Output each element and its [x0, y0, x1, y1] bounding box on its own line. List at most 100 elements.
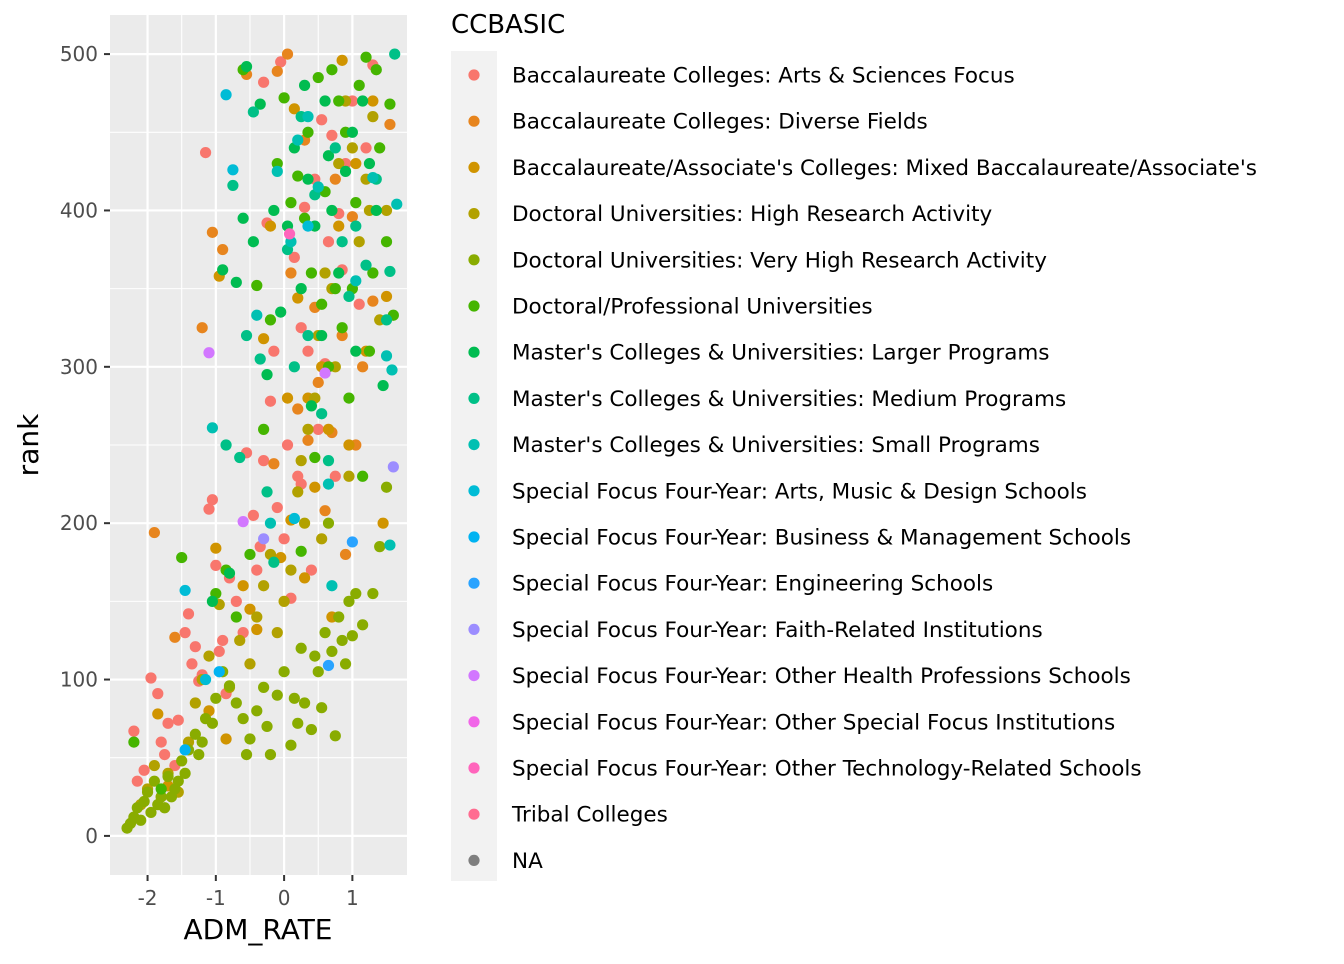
data-point: [350, 275, 362, 287]
data-point: [182, 608, 195, 620]
data-point: [251, 623, 263, 636]
data-point: [189, 728, 201, 740]
data-point: [131, 775, 143, 787]
axes: -2 -1 0 1 0 100 200 300 400 500: [60, 42, 359, 910]
data-point: [159, 802, 171, 814]
data-point: [374, 142, 386, 154]
data-point: [333, 95, 345, 107]
data-point: [336, 329, 348, 342]
data-point: [230, 697, 242, 709]
data-point: [138, 795, 150, 808]
data-point: [148, 759, 160, 772]
data-point: [367, 295, 379, 307]
data-point: [258, 580, 270, 592]
data-point: [312, 423, 324, 435]
data-point: [336, 236, 348, 248]
legend-label: Special Focus Four-Year: Other Special F…: [512, 710, 1115, 735]
data-point: [240, 749, 253, 761]
data-point: [237, 580, 249, 592]
data-point: [155, 736, 167, 748]
data-point: [346, 536, 358, 548]
legend-label: Master's Colleges & Universities: Larger…: [512, 341, 1050, 366]
data-point: [374, 541, 386, 553]
data-point: [333, 157, 345, 170]
data-point: [203, 347, 215, 359]
data-point: [322, 236, 335, 248]
data-point: [316, 533, 328, 545]
data-point: [298, 201, 311, 213]
data-point: [148, 775, 160, 787]
data-point: [230, 611, 242, 623]
data-point: [292, 486, 304, 498]
data-point: [302, 423, 314, 435]
data-point: [326, 64, 338, 76]
data-point: [309, 650, 321, 662]
data-point: [247, 509, 259, 521]
data-point: [206, 494, 219, 506]
data-point: [350, 220, 362, 232]
data-point: [302, 329, 314, 342]
data-point: [302, 345, 314, 357]
data-point: [281, 48, 294, 60]
x-tick-label: -1: [206, 886, 226, 910]
data-point: [360, 51, 372, 63]
data-point: [254, 98, 266, 110]
data-point: [285, 564, 297, 576]
data-point: [309, 481, 321, 493]
data-point: [278, 666, 290, 678]
data-point: [237, 212, 249, 224]
y-axis-label: rank: [12, 413, 45, 476]
data-point: [264, 749, 277, 761]
data-point: [288, 361, 300, 373]
legend-key: [468, 762, 480, 774]
data-point: [285, 739, 297, 751]
data-point: [288, 103, 300, 115]
legend-key: [468, 577, 480, 589]
data-point: [179, 767, 191, 779]
data-point: [377, 379, 389, 392]
data-point: [346, 211, 358, 223]
data-point: [316, 702, 328, 714]
legend-title: CCBASIC: [451, 10, 565, 40]
data-point: [292, 170, 304, 182]
data-point: [367, 267, 379, 279]
data-point: [261, 486, 273, 498]
data-point: [319, 95, 331, 107]
data-point: [247, 106, 259, 118]
data-point: [350, 587, 362, 600]
data-point: [278, 595, 290, 607]
data-point: [213, 645, 225, 658]
data-point: [278, 533, 290, 545]
data-point: [172, 714, 184, 726]
data-point: [343, 439, 355, 451]
data-point: [312, 376, 324, 389]
data-point: [145, 806, 157, 819]
data-point: [298, 517, 311, 529]
y-tick-label: 100: [60, 668, 98, 692]
data-point: [145, 672, 157, 684]
legend-key: [468, 208, 480, 220]
data-point: [258, 423, 270, 435]
data-point: [162, 717, 174, 729]
data-point: [343, 392, 355, 404]
y-tick-label: 300: [60, 355, 98, 379]
data-point: [360, 259, 372, 271]
x-axis-label: ADM_RATE: [184, 913, 333, 946]
data-point: [251, 279, 263, 292]
data-point: [138, 764, 150, 776]
data-point: [268, 345, 280, 357]
data-point: [217, 264, 229, 276]
data-point: [244, 548, 256, 561]
data-point: [234, 634, 246, 647]
data-point: [169, 783, 181, 795]
legend-label: NA: [512, 849, 543, 874]
data-point: [254, 353, 266, 365]
data-point: [230, 276, 242, 288]
data-point: [155, 783, 167, 795]
data-point: [223, 567, 236, 579]
data-point: [206, 226, 219, 238]
data-point: [258, 333, 270, 345]
data-point: [322, 423, 335, 435]
data-point: [298, 79, 311, 91]
data-point: [336, 322, 348, 334]
